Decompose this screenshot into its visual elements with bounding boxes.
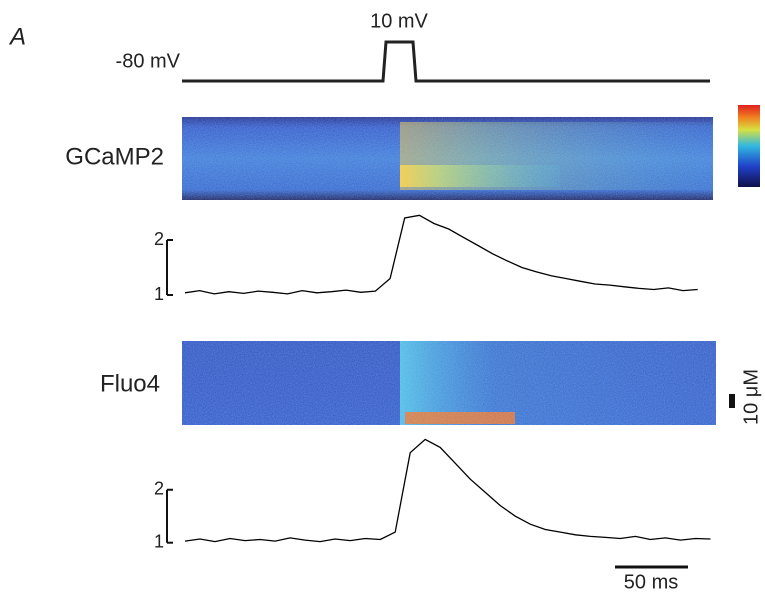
- concentration-scale-label: 10 μM: [740, 369, 762, 425]
- y-tick-label: 2: [154, 479, 164, 499]
- y-tick-label: 1: [154, 284, 164, 304]
- y-tick-label: 2: [154, 229, 164, 249]
- trace: [184, 214, 698, 295]
- step-label: 10 mV: [370, 10, 428, 32]
- concentration-scale-bar: [729, 394, 735, 408]
- time-scale-label: 50 ms: [624, 571, 678, 592]
- linescan-noise: [182, 341, 716, 425]
- colorbar: [738, 105, 760, 187]
- holding-label: -80 mV: [116, 50, 181, 72]
- fluo-linescan: [182, 341, 716, 425]
- trace-label: Fluo4: [100, 370, 160, 397]
- trace: [184, 438, 711, 543]
- linescan-noise: [182, 117, 713, 200]
- voltage-protocol: [182, 40, 710, 83]
- trace-label: GCaMP2: [65, 143, 164, 170]
- panel-label: A: [8, 23, 26, 50]
- gcamp-linescan: [182, 117, 713, 200]
- y-tick-label: 1: [154, 531, 164, 551]
